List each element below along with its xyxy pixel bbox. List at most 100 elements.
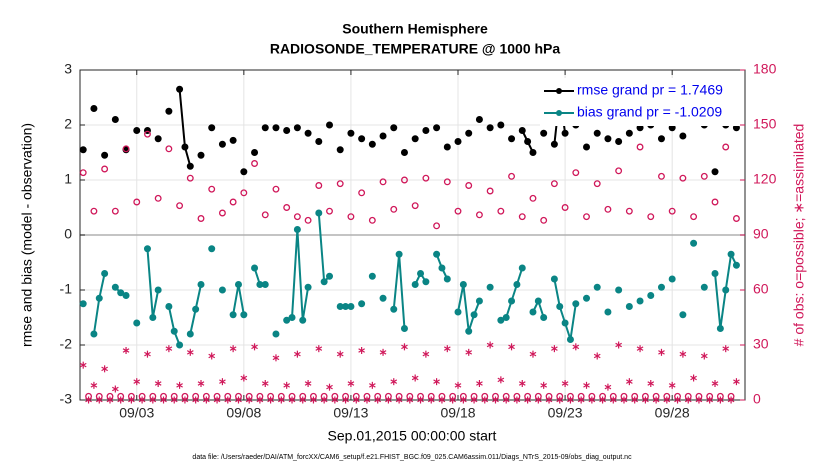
possible-marker (700, 172, 708, 180)
possible-marker (690, 213, 698, 221)
asterisk-stroke (181, 397, 189, 403)
possible-marker (283, 204, 291, 211)
point-marker (615, 286, 623, 294)
asterisk-stroke (267, 397, 274, 403)
point-marker (261, 124, 269, 132)
assimilated-marker (342, 396, 349, 404)
assimilated-marker (647, 380, 655, 387)
assimilated-marker (261, 380, 269, 387)
y2-tick-label: 0 (753, 391, 761, 407)
assimilated-marker (518, 380, 526, 387)
point-marker (690, 239, 698, 247)
possible-marker (368, 216, 376, 224)
possible-marker (711, 198, 719, 206)
asterisk-stroke (481, 397, 489, 403)
asterisk-stroke (711, 381, 719, 386)
assimilated-marker (470, 396, 478, 404)
x-tick-label: 09/18 (440, 405, 475, 421)
x-tick-label: 09/08 (226, 405, 261, 421)
assimilated-marker (299, 396, 307, 404)
asterisk-stroke (599, 397, 606, 403)
legend-swatch-marker (556, 88, 562, 94)
asterisk-stroke (117, 397, 125, 403)
point-marker (95, 294, 103, 302)
asterisk-stroke (502, 397, 510, 403)
chart-title: Southern Hemisphere (342, 21, 488, 37)
point-marker (111, 116, 119, 123)
point-marker (101, 270, 109, 277)
point-marker (540, 129, 548, 137)
assimilated-marker (181, 396, 189, 404)
asterisk-stroke (615, 342, 622, 348)
y-tick-label: -1 (60, 281, 73, 297)
assimilated-marker (401, 343, 408, 351)
point-marker (347, 129, 355, 137)
point-marker (133, 319, 141, 327)
point-marker (529, 149, 537, 156)
asterisk-stroke (326, 384, 333, 390)
point-marker (454, 138, 462, 145)
point-marker (422, 127, 430, 134)
assimilated-marker (572, 343, 580, 351)
point-marker (679, 311, 687, 319)
asterisk-stroke (556, 397, 564, 403)
assimilated-marker (288, 396, 296, 404)
point-marker (304, 283, 312, 291)
asterisk-stroke (422, 351, 430, 357)
point-marker (379, 132, 387, 140)
y2-tick-label: 30 (753, 336, 769, 352)
possible-marker (550, 180, 558, 188)
asterisk-stroke (342, 397, 349, 403)
possible-marker (433, 222, 441, 230)
possible-marker (133, 198, 141, 206)
possible-marker (529, 194, 537, 202)
asterisk-stroke (133, 379, 141, 384)
point-marker (583, 143, 591, 151)
assimilated-marker (583, 381, 590, 389)
point-marker (657, 135, 665, 143)
point-marker (176, 341, 184, 349)
asterisk-stroke (567, 397, 574, 403)
asterisk-stroke (203, 397, 210, 403)
point-marker (508, 297, 516, 305)
asterisk-stroke (492, 397, 499, 403)
point-marker (465, 327, 473, 335)
asterisk-stroke (470, 397, 478, 403)
assimilated-marker (513, 396, 521, 404)
assimilated-marker (551, 345, 558, 353)
assimilated-marker (85, 396, 92, 404)
possible-marker (583, 213, 590, 221)
point-marker (475, 116, 483, 123)
asterisk-stroke (700, 353, 708, 359)
point-marker (625, 303, 633, 310)
asterisk-stroke (128, 397, 135, 403)
asterisk-stroke (374, 397, 382, 403)
asterisk-stroke (79, 362, 87, 368)
assimilated-marker (224, 396, 232, 404)
asterisk-stroke (101, 366, 108, 372)
assimilated-marker (144, 350, 151, 358)
assimilated-marker (529, 350, 537, 358)
assimilated-marker (502, 396, 510, 404)
asterisk-stroke (379, 350, 387, 355)
point-marker (304, 129, 312, 137)
possible-marker (358, 189, 366, 197)
asterisk-stroke (90, 383, 98, 388)
assimilated-marker (336, 350, 344, 358)
assimilated-marker (138, 396, 146, 404)
assimilated-marker (197, 380, 205, 387)
assimilated-marker (620, 396, 628, 404)
assimilated-marker (304, 380, 312, 387)
point-marker (566, 336, 574, 343)
assimilated-marker (460, 396, 467, 404)
assimilated-marker (203, 396, 210, 404)
possible-marker (261, 211, 269, 219)
assimilated-marker (486, 341, 494, 349)
asterisk-stroke (454, 383, 462, 388)
asterisk-stroke (658, 350, 665, 355)
asterisk-stroke (540, 383, 548, 388)
assimilated-marker (561, 380, 569, 387)
assimilated-marker (567, 396, 574, 404)
assimilated-marker (117, 396, 125, 404)
asterisk-stroke (256, 397, 264, 403)
